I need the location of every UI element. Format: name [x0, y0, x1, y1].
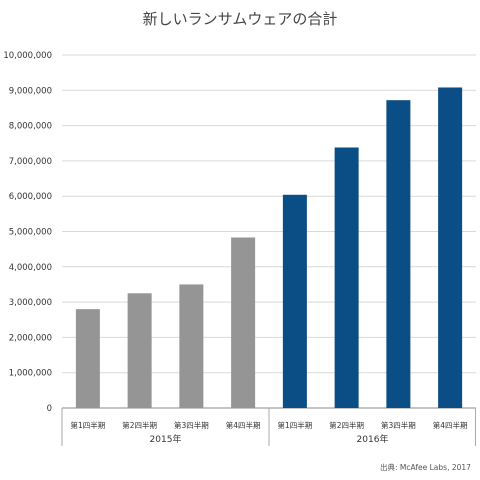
- y-tick-label: 0: [47, 404, 52, 414]
- y-tick-label: 7,000,000: [9, 157, 52, 167]
- y-tick-label: 9,000,000: [9, 86, 52, 96]
- x-category-label: 第4四半期: [226, 420, 261, 430]
- x-category-label: 第1四半期: [70, 420, 105, 430]
- y-tick-label: 3,000,000: [9, 298, 52, 308]
- x-category-label: 第2四半期: [329, 420, 364, 430]
- bars: [75, 87, 463, 409]
- bar: [231, 237, 256, 408]
- y-tick-label: 8,000,000: [9, 122, 52, 132]
- x-axis: 第1四半期 第2四半期 第3四半期 第4四半期 2015年 第1四半期 第2四半期 第3四半期…: [61, 408, 476, 446]
- y-tick-label: 10,000,000: [3, 51, 52, 61]
- x-category-label: 第2四半期: [122, 420, 157, 430]
- x-group-label: 2015年: [150, 433, 182, 445]
- bar: [75, 309, 100, 408]
- gridlines: [62, 54, 476, 409]
- y-tick-label: 1,000,000: [9, 369, 52, 379]
- y-tick-label: 2,000,000: [9, 333, 52, 343]
- bar: [438, 87, 463, 408]
- bar: [179, 284, 204, 408]
- y-tick-label: 6,000,000: [9, 192, 52, 202]
- bar: [334, 147, 359, 408]
- bar: [386, 100, 411, 409]
- x-category-label: 第1四半期: [277, 420, 312, 430]
- x-category-label: 第4四半期: [433, 420, 468, 430]
- x-group-label: 2016年: [357, 433, 389, 445]
- source-note: 出典: McAfee Labs, 2017: [380, 462, 471, 472]
- x-category-label: 第3四半期: [174, 420, 209, 430]
- x-category-label: 第3四半期: [381, 420, 416, 430]
- bar: [127, 293, 152, 408]
- bar: [282, 194, 307, 408]
- y-axis: 10,000,000 9,000,000 8,000,000 7,000,000 6,0…: [3, 51, 52, 414]
- y-tick-label: 4,000,000: [9, 263, 52, 273]
- y-tick-label: 5,000,000: [9, 228, 52, 238]
- chart-title: 新しいランサムウェアの合計: [143, 10, 338, 28]
